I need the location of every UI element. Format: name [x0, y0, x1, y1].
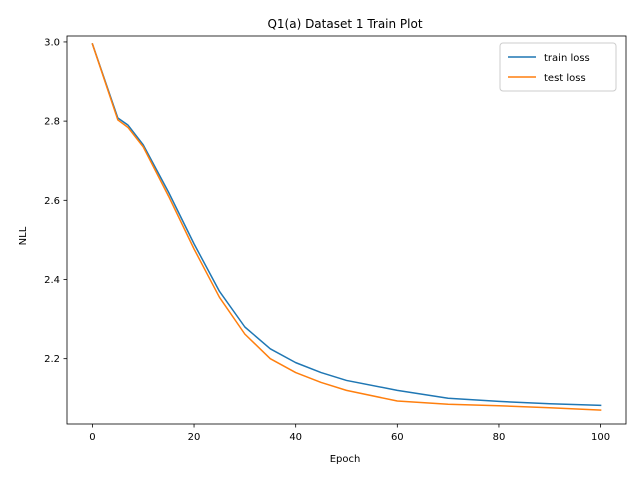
y-axis-label: NLL [18, 226, 29, 245]
x-tick-label: 40 [289, 432, 302, 443]
chart-title: Q1(a) Dataset 1 Train Plot [267, 17, 422, 31]
x-tick-label: 60 [391, 432, 404, 443]
y-tick-label: 3.0 [44, 37, 60, 48]
y-tick-label: 2.8 [44, 117, 60, 128]
x-tick-label: 20 [188, 432, 201, 443]
series-line-train-loss [91, 42, 602, 407]
y-tick-label: 2.2 [44, 354, 60, 365]
x-axis-label: Epoch [330, 454, 361, 465]
x-tick-label: 100 [591, 432, 610, 443]
y-tick-label: 2.6 [44, 196, 60, 207]
legend-label: test loss [544, 73, 586, 84]
plot-frame [66, 35, 627, 425]
legend-box [499, 42, 617, 92]
x-tick-label: 0 [89, 432, 95, 443]
legend-label: train loss [544, 53, 590, 64]
y-tick-label: 2.4 [44, 275, 60, 286]
series-line-test-loss [91, 42, 602, 411]
x-tick-label: 80 [493, 432, 506, 443]
